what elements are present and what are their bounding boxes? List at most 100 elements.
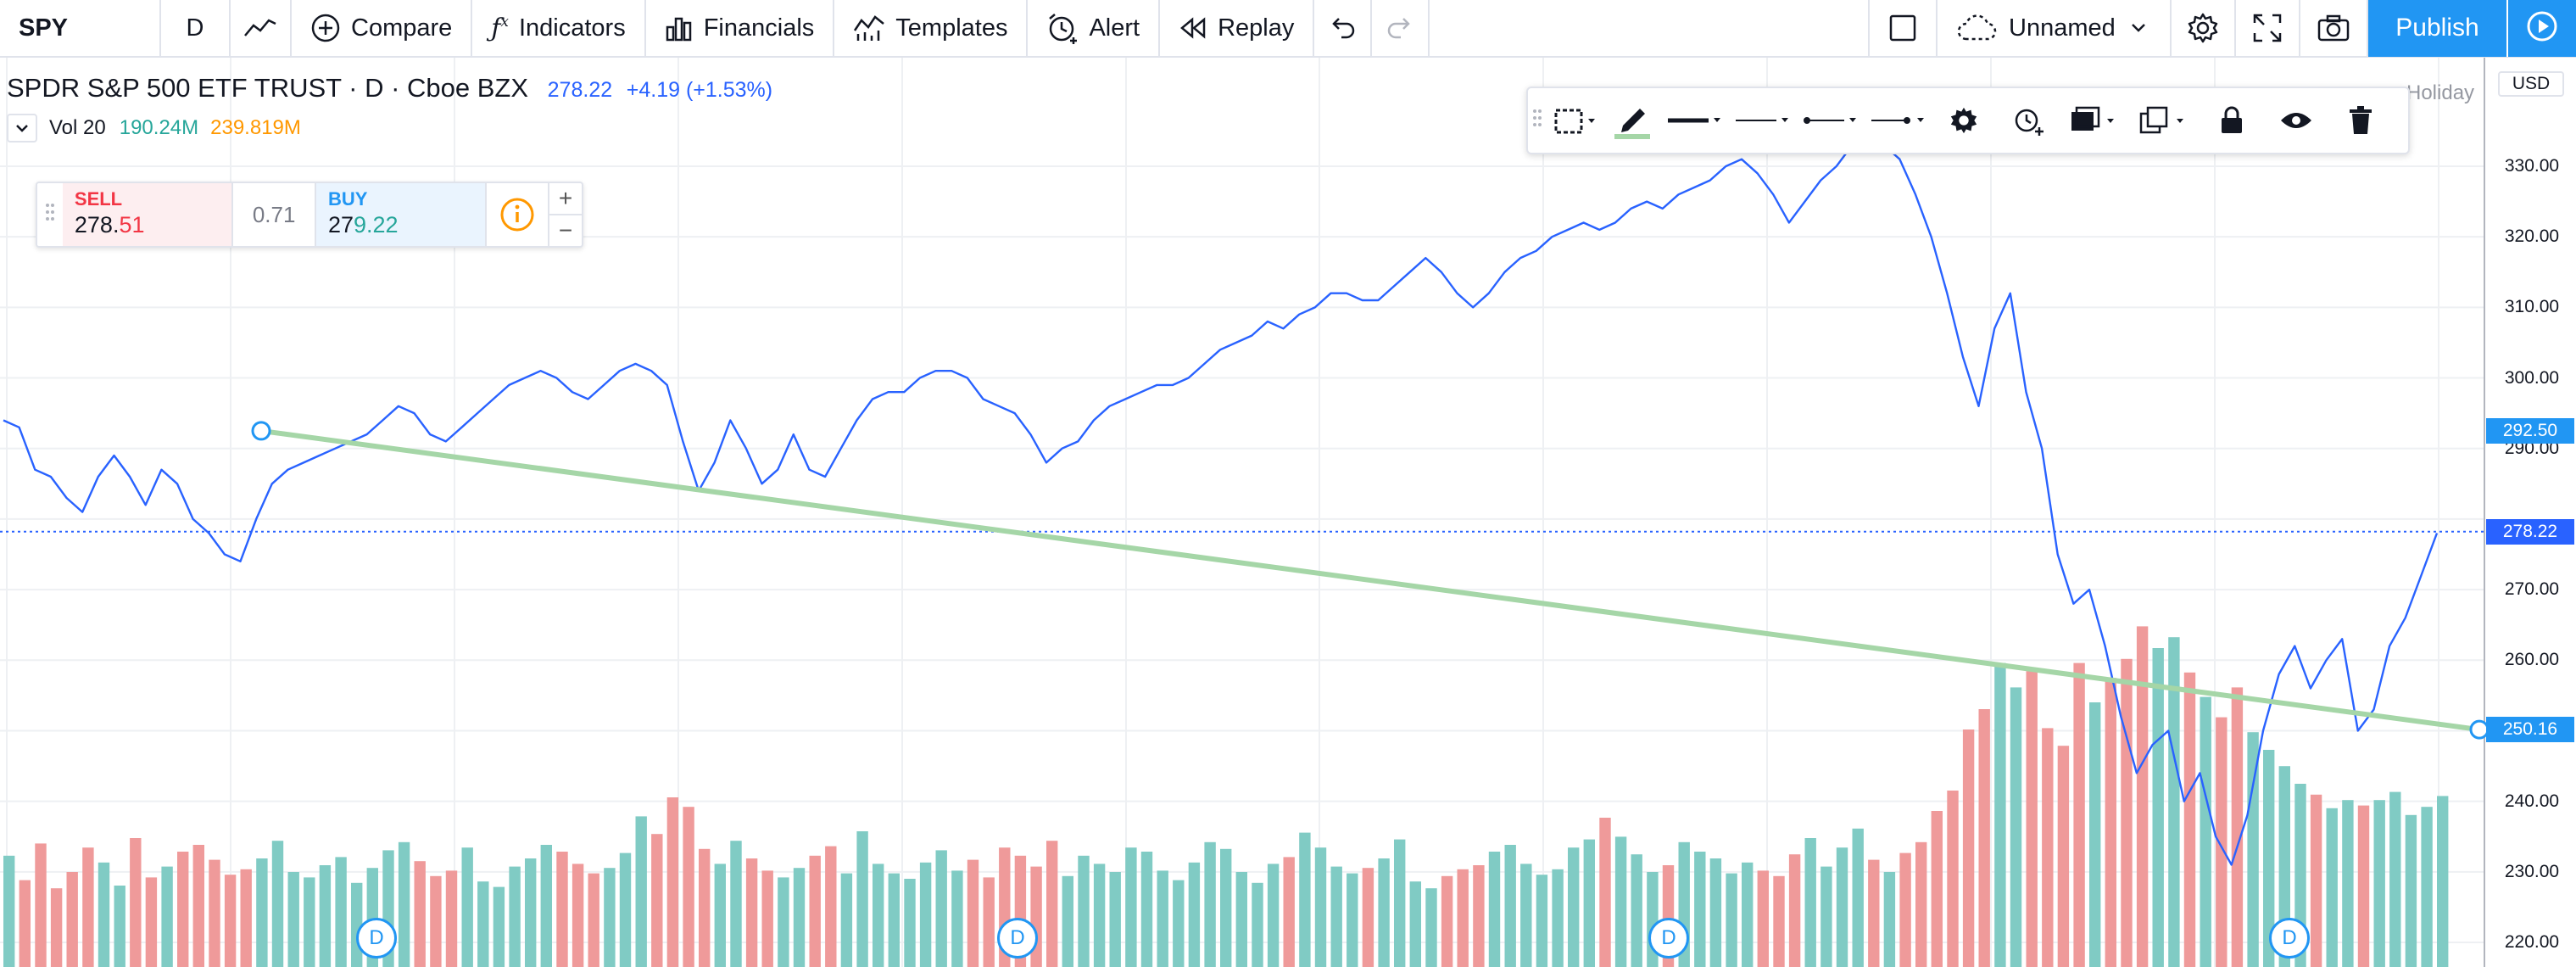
volume-bar [1726,873,1737,967]
volume-bar [1883,872,1896,967]
template-icon [1554,109,1595,134]
play-button[interactable] [2506,0,2576,57]
volume-bar [414,861,426,967]
volume-bar [572,864,584,967]
visual-order-button[interactable] [2060,88,2130,153]
decrease-button[interactable]: − [558,217,573,243]
volume-bar [1820,866,1832,967]
undo-button[interactable] [1314,0,1373,57]
volume-bar [2057,746,2070,967]
replay-label: Replay [1218,14,1295,42]
hide-button[interactable] [2264,88,2328,153]
templates-button[interactable]: Templates [834,0,1029,57]
line-start-button[interactable] [1796,88,1864,153]
dividend-marker[interactable]: D [356,918,397,959]
volume-bar [809,855,821,967]
volume-bar [1915,841,1927,967]
gear-icon [2187,12,2219,44]
volume-bar [256,858,268,967]
gear-icon [1950,107,1977,134]
alarm-clock-icon [1046,12,1079,44]
volume-bar [919,862,932,967]
volume-bar [904,879,916,967]
volume-bar [1694,852,1706,967]
drawing-settings-button[interactable] [1932,88,1996,153]
info-button[interactable] [485,183,548,246]
volume-bar [651,834,663,967]
volume-bar [445,870,458,967]
chevron-down-icon [16,125,28,132]
delete-button[interactable] [2328,88,2393,153]
price-chart-svg[interactable] [0,58,2576,967]
volume-value: 190.24M [119,116,199,139]
line-end-button[interactable] [1864,88,1932,153]
volume-bar [1157,870,1168,967]
chart-type-button[interactable] [231,0,292,57]
volume-bar [66,872,78,967]
volume-bar [1220,848,1232,967]
volume-bar [1078,855,1090,967]
dividend-marker[interactable]: D [1648,918,1689,959]
layout-name-label: Unnamed [2009,14,2116,42]
redo-button[interactable] [1372,0,1430,57]
volume-bar [1899,852,1911,967]
line-width-button[interactable] [1660,88,1728,153]
buy-button[interactable]: BUY 279.22 [315,183,486,246]
volume-bar [540,845,552,967]
financials-button[interactable]: Financials [646,0,835,57]
add-alert-button[interactable] [1996,88,2060,153]
sell-price: 278.51 [75,212,220,238]
fullscreen-icon [2252,13,2283,43]
volume-bar [856,831,868,967]
drag-handle-icon[interactable] [1528,88,1547,153]
compare-button[interactable]: Compare [292,0,473,57]
volume-bar [745,858,758,967]
volume-bar [319,865,332,967]
symbol-search-button[interactable]: SPY [0,0,161,57]
volume-bar [304,877,315,967]
drag-handle-icon[interactable] [37,183,63,246]
fullscreen-button[interactable] [2236,0,2300,57]
interval-button[interactable]: D [161,0,231,57]
volume-bar [2152,648,2164,967]
lock-button[interactable] [2200,88,2264,153]
volume-bar [2389,791,2401,967]
trend-line-end-handle [2469,719,2490,740]
volume-bar [1962,729,1975,967]
collapse-legend-button[interactable] [7,114,37,143]
volume-bar [2373,800,2385,967]
square-icon [1888,14,1917,42]
volume-bar [1947,791,1959,967]
volume-bar [1552,869,1564,967]
chart-pane[interactable]: SPDR S&P 500 ETF TRUST · D · Cboe BZX 27… [0,58,2576,967]
replay-button[interactable]: Replay [1160,0,1315,57]
volume-bar [1931,811,1943,967]
increase-button[interactable]: + [549,183,582,215]
publish-button[interactable]: Publish [2368,0,2506,57]
sell-button[interactable]: SELL 278.51 [62,183,232,246]
volume-bar [2200,696,2211,967]
alert-button[interactable]: Alert [1028,0,1161,57]
chevron-down-icon [2131,23,2146,33]
line-color-button[interactable] [1604,88,1660,153]
snapshot-button[interactable] [2300,0,2368,57]
volume-ma-value: 239.819M [210,116,301,139]
dividend-marker[interactable]: D [997,918,1038,959]
symbol-title: SPDR S&P 500 ETF TRUST · D · Cboe BZX [7,73,529,103]
line-style-button[interactable] [1728,88,1796,153]
volume-bar [666,797,679,967]
select-layout-button[interactable] [1870,0,1938,57]
templates-dropdown-button[interactable] [1547,88,1604,153]
volume-bar [2089,702,2101,967]
volume-bar [1283,857,1295,967]
symbol-label: SPY [19,14,69,42]
clone-button[interactable] [2130,88,2200,153]
dividend-marker[interactable]: D [2269,918,2310,959]
settings-button[interactable] [2172,0,2236,57]
volume-bar [82,847,94,967]
layout-name-button[interactable]: Unnamed [1938,0,2172,57]
volume-bar [935,850,947,967]
volume-bar [1378,858,1390,967]
currency-label[interactable]: USD [2498,71,2564,97]
